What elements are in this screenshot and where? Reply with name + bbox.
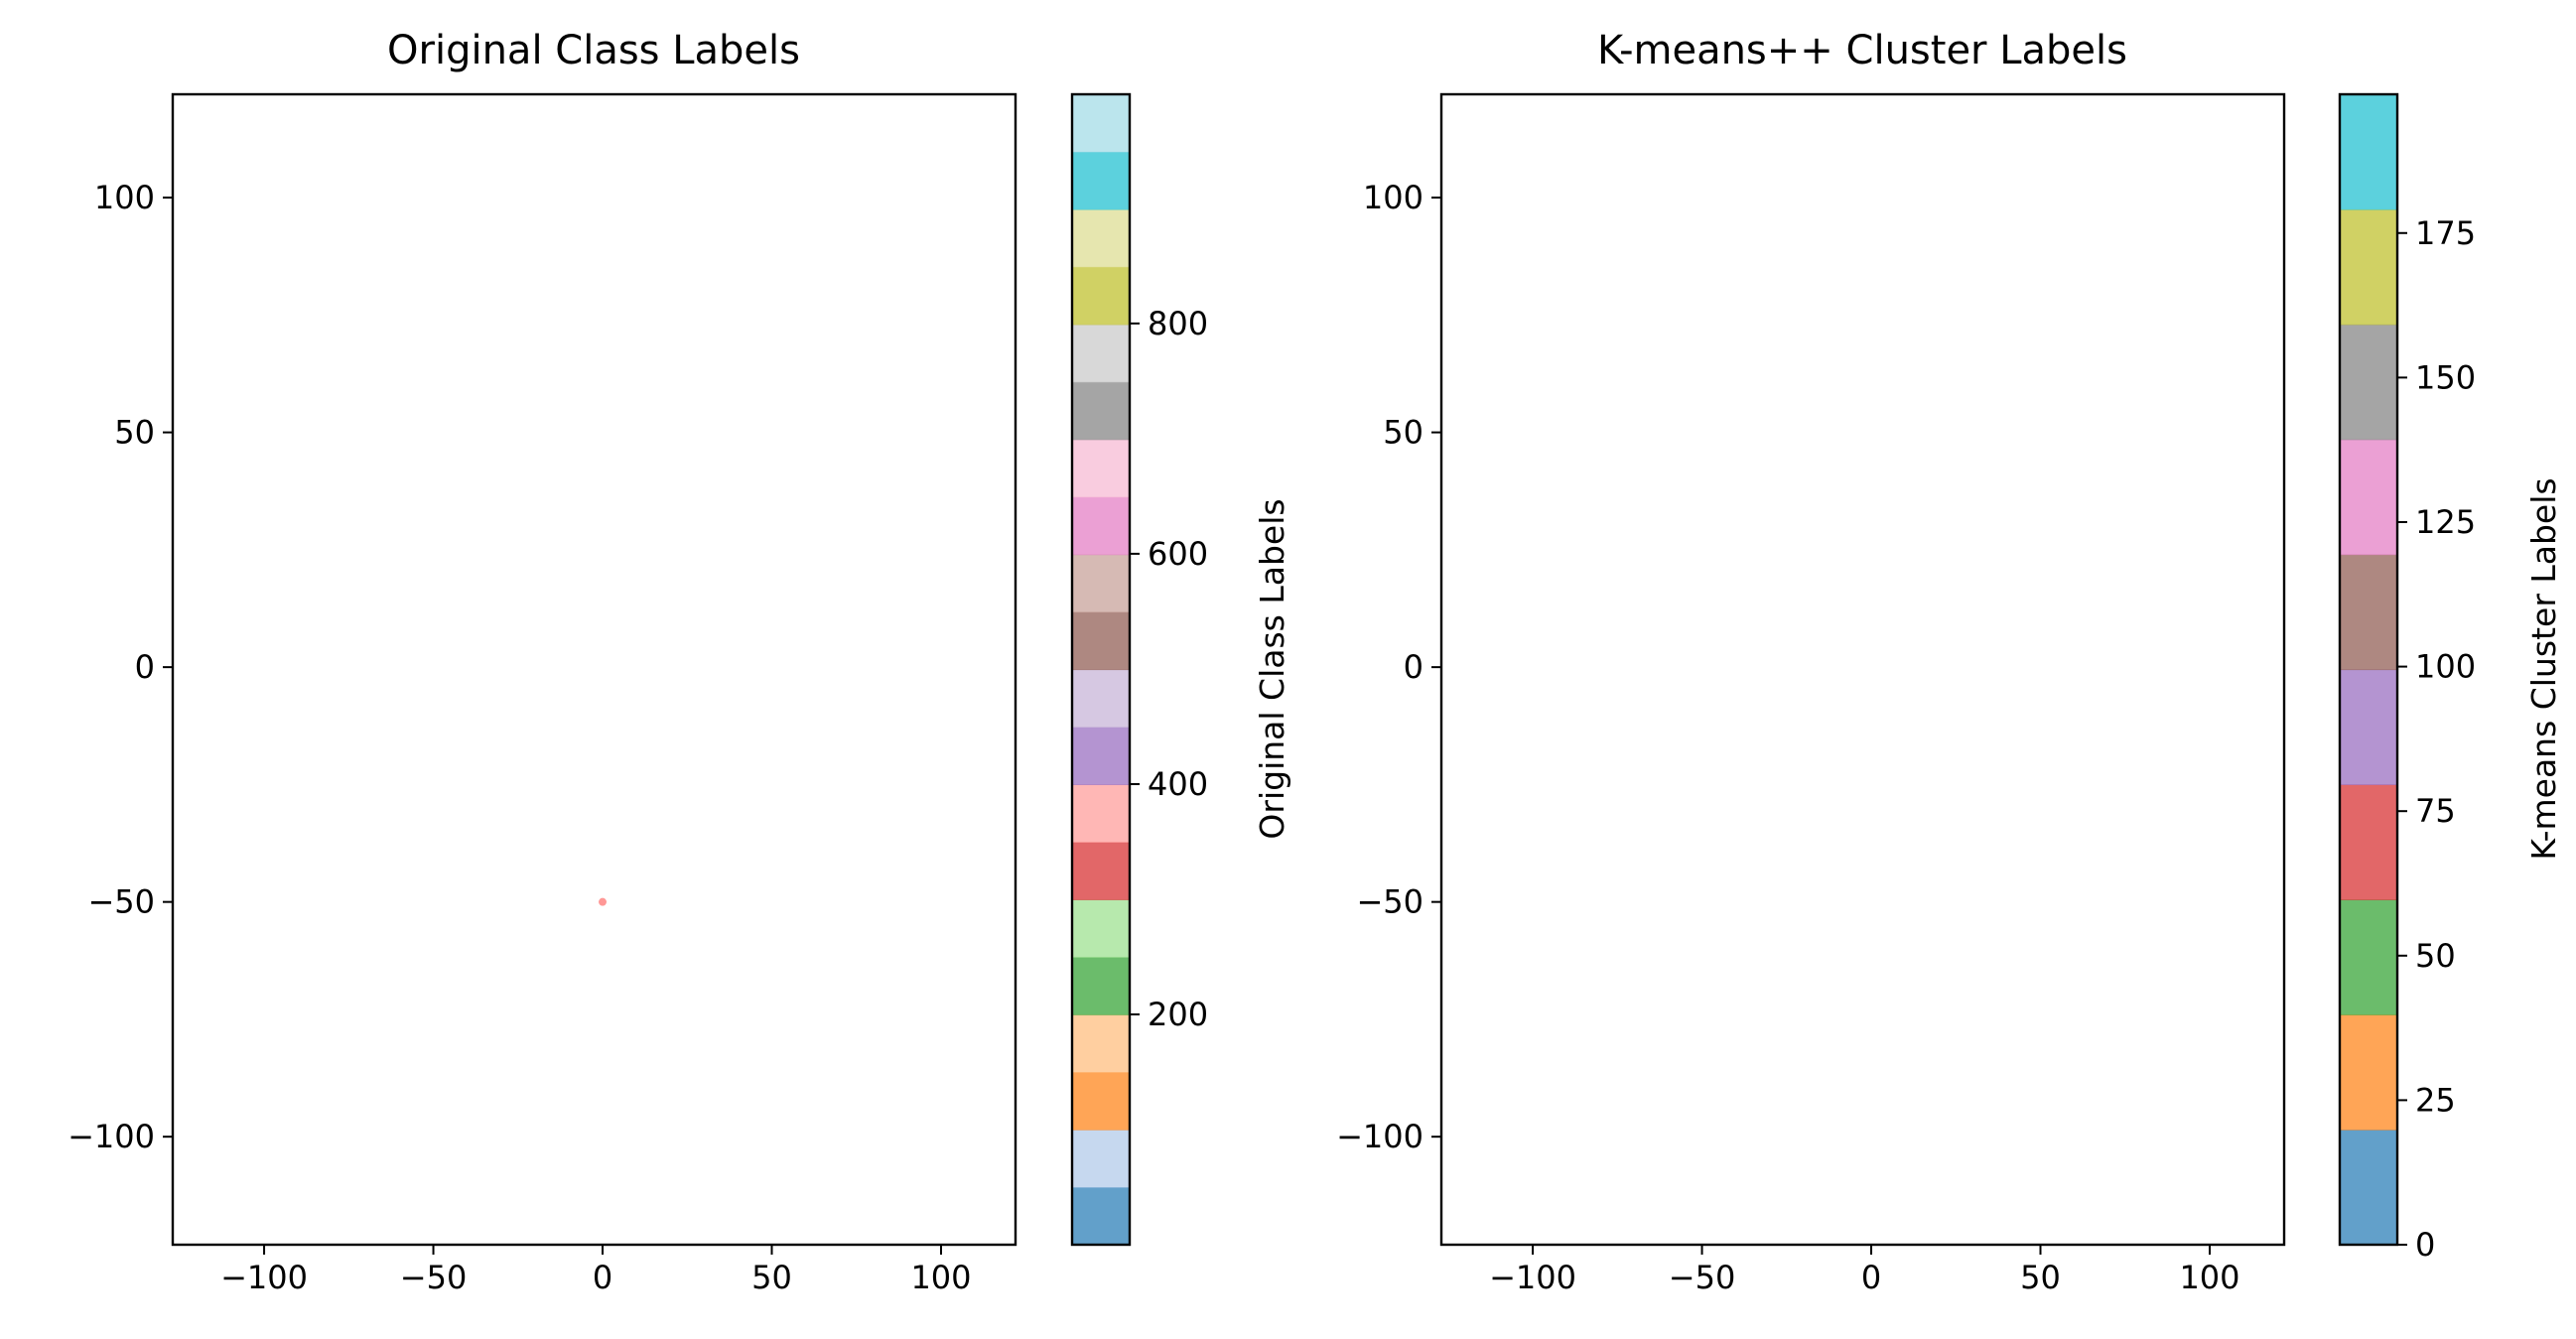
y-tick-label: 0 <box>1404 648 1424 686</box>
colorbar-kmeans: 0 25 50 75 100 125 150 175 K-means Cluster Labe… <box>2338 92 2563 1264</box>
colorbar-label: Original Class Labels <box>1253 498 1291 839</box>
colorbar-segment <box>1072 324 1130 383</box>
y-tick-label: −100 <box>1336 1118 1424 1155</box>
y-tick-label: 0 <box>135 648 155 686</box>
colorbar-segment <box>1072 1130 1130 1188</box>
colorbar-segment <box>2340 324 2397 441</box>
colorbar-tick-label: 175 <box>2415 214 2476 252</box>
colorbar-ticks: 0 25 50 75 100 125 150 175 <box>2397 214 2476 1264</box>
colorbar-original: 200 400 600 800 Original Class Labels <box>1070 92 1291 1247</box>
colorbar-segments <box>1072 94 1130 1246</box>
colorbar-tick-label: 0 <box>2415 1226 2435 1264</box>
colorbar-tick-label: 75 <box>2415 792 2456 830</box>
y-tick-label: 100 <box>1363 179 1424 216</box>
y-axis: −100 −50 0 50 100 <box>68 179 173 1155</box>
colorbar-segment <box>1072 727 1130 785</box>
colorbar-tick-label: 400 <box>1148 765 1208 803</box>
x-tick-label: 0 <box>593 1259 612 1296</box>
colorbar-segment <box>1072 94 1130 153</box>
colorbar-segment <box>1072 554 1130 613</box>
y-axis: −100 −50 0 50 100 <box>1336 179 1441 1155</box>
colorbar-tick-label: 150 <box>2415 358 2476 396</box>
x-tick-label: 100 <box>910 1259 971 1296</box>
colorbar-tick-label: 25 <box>2415 1081 2456 1119</box>
x-tick-label: 50 <box>2020 1259 2061 1296</box>
colorbar-segment <box>1072 1072 1130 1131</box>
x-tick-label: 100 <box>2179 1259 2239 1296</box>
colorbar-segment <box>1072 611 1130 671</box>
colorbar-segment <box>1072 151 1130 210</box>
colorbar-segments <box>2340 94 2397 1246</box>
colorbar-tick-label: 125 <box>2415 503 2476 541</box>
scatter-panel-kmeans: K-means++ Cluster Labels −100 −50 0 50 100 −… <box>1336 28 2286 1296</box>
x-tick-label: −100 <box>220 1259 308 1296</box>
colorbar-segment <box>2340 1130 2397 1246</box>
x-axis: −100 −50 0 50 100 <box>220 1245 972 1296</box>
colorbar-segment <box>1072 266 1130 326</box>
colorbar-label: K-means Cluster Labels <box>2524 477 2563 860</box>
colorbar-segment <box>2340 208 2397 326</box>
x-tick-label: 50 <box>751 1259 792 1296</box>
colorbar-frame <box>2338 92 2399 1247</box>
colorbar-segment <box>2340 784 2397 900</box>
colorbar-ticks: 200 400 600 800 <box>1130 305 1208 1033</box>
y-tick-label: −100 <box>68 1118 155 1155</box>
x-tick-label: −100 <box>1489 1259 1576 1296</box>
colorbar-tick-label: 800 <box>1148 305 1208 342</box>
colorbar-segment <box>1072 1187 1130 1246</box>
colorbar-segment <box>1072 439 1130 498</box>
scatter-points <box>599 897 608 906</box>
colorbar-segment <box>1072 669 1130 729</box>
x-tick-label: −50 <box>1669 1259 1736 1296</box>
colorbar-segment <box>1072 899 1130 958</box>
colorbar-segment <box>2340 669 2397 785</box>
colorbar-segment <box>2340 899 2397 1015</box>
x-axis: −100 −50 0 50 100 <box>1489 1245 2240 1296</box>
chart-title: Original Class Labels <box>387 28 800 73</box>
y-tick-label: 50 <box>114 414 155 452</box>
y-tick-label: −50 <box>87 883 155 921</box>
y-tick-label: −50 <box>1356 883 1424 921</box>
colorbar-frame <box>1070 92 1132 1247</box>
plot-frame <box>1439 92 2286 1247</box>
y-tick-label: 50 <box>1383 414 1424 452</box>
scatter-panel-original: Original Class Labels −100 −50 0 50 100 −100… <box>68 28 1017 1296</box>
colorbar-segment <box>1072 1014 1130 1073</box>
colorbar-segment <box>1072 496 1130 556</box>
colorbar-segment <box>1072 784 1130 843</box>
colorbar-segment <box>2340 439 2397 556</box>
colorbar-tick-label: 50 <box>2415 937 2456 975</box>
colorbar-tick-label: 100 <box>2415 648 2476 686</box>
plot-frame <box>171 92 1017 1247</box>
colorbar-segment <box>2340 94 2397 210</box>
colorbar-segment <box>2340 1014 2397 1131</box>
colorbar-segment <box>1072 381 1130 441</box>
colorbar-segment <box>1072 842 1130 900</box>
x-tick-label: 0 <box>1861 1259 1881 1296</box>
scatter-point <box>599 897 608 906</box>
chart-title: K-means++ Cluster Labels <box>1597 28 2127 73</box>
colorbar-tick-label: 600 <box>1148 535 1208 573</box>
colorbar-segment <box>1072 208 1130 268</box>
colorbar-segment <box>2340 554 2397 671</box>
colorbar-tick-label: 200 <box>1148 996 1208 1033</box>
x-tick-label: −50 <box>400 1259 468 1296</box>
y-tick-label: 100 <box>94 179 155 216</box>
colorbar-segment <box>1072 957 1130 1015</box>
